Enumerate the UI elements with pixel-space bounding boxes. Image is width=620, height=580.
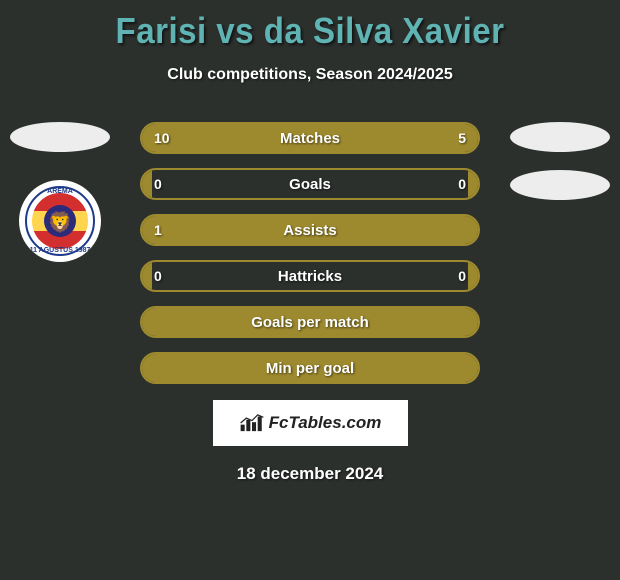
- stat-label: Assists: [142, 216, 478, 244]
- stat-row: Min per goal: [140, 352, 480, 384]
- player-ellipse-right-2: [510, 170, 610, 200]
- brand-text: FcTables.com: [269, 413, 382, 433]
- crest-top-text: AREMA: [19, 188, 101, 195]
- stat-value-right: 0: [458, 170, 466, 198]
- stat-row: Assists1: [140, 214, 480, 246]
- brand-box: FcTables.com: [213, 400, 408, 446]
- left-club-crest: AREMA 🦁 11 AGUSTUS 1987: [19, 180, 101, 262]
- brand-chart-icon: [239, 412, 265, 434]
- stat-row: Goals0 0: [140, 168, 480, 200]
- date-line: 18 december 2024: [0, 464, 620, 484]
- stat-value-right: 0: [458, 262, 466, 290]
- stat-row: Goals per match: [140, 306, 480, 338]
- stat-label: Min per goal: [142, 354, 478, 382]
- stat-value-left: 1: [154, 216, 162, 244]
- stat-label: Goals per match: [142, 308, 478, 336]
- player-ellipse-right-1: [510, 122, 610, 152]
- comparison-panel: AREMA 🦁 11 AGUSTUS 1987: [0, 122, 620, 484]
- crest-ring: [25, 186, 95, 256]
- stat-value-left: 0: [154, 262, 162, 290]
- stat-rows: Matches105Goals00Assists1Hattricks00Goal…: [140, 122, 480, 384]
- player-ellipse-left: [10, 122, 110, 152]
- stat-row: Matches10 5: [140, 122, 480, 154]
- crest-bottom-text: 11 AGUSTUS 1987: [19, 247, 101, 254]
- stat-label: Goals: [142, 170, 478, 198]
- left-club-column: AREMA 🦁 11 AGUSTUS 1987: [10, 122, 110, 262]
- stat-value-left: 10: [154, 124, 170, 152]
- stat-value-right: 5: [458, 124, 466, 152]
- stat-label: Matches: [142, 124, 478, 152]
- stat-row: Hattricks0 0: [140, 260, 480, 292]
- right-club-column: [510, 122, 610, 200]
- stat-value-left: 0: [154, 170, 162, 198]
- subtitle: Club competitions, Season 2024/2025: [0, 66, 620, 84]
- stat-label: Hattricks: [142, 262, 478, 290]
- page-title: Farisi vs da Silva Xavier: [25, 0, 595, 52]
